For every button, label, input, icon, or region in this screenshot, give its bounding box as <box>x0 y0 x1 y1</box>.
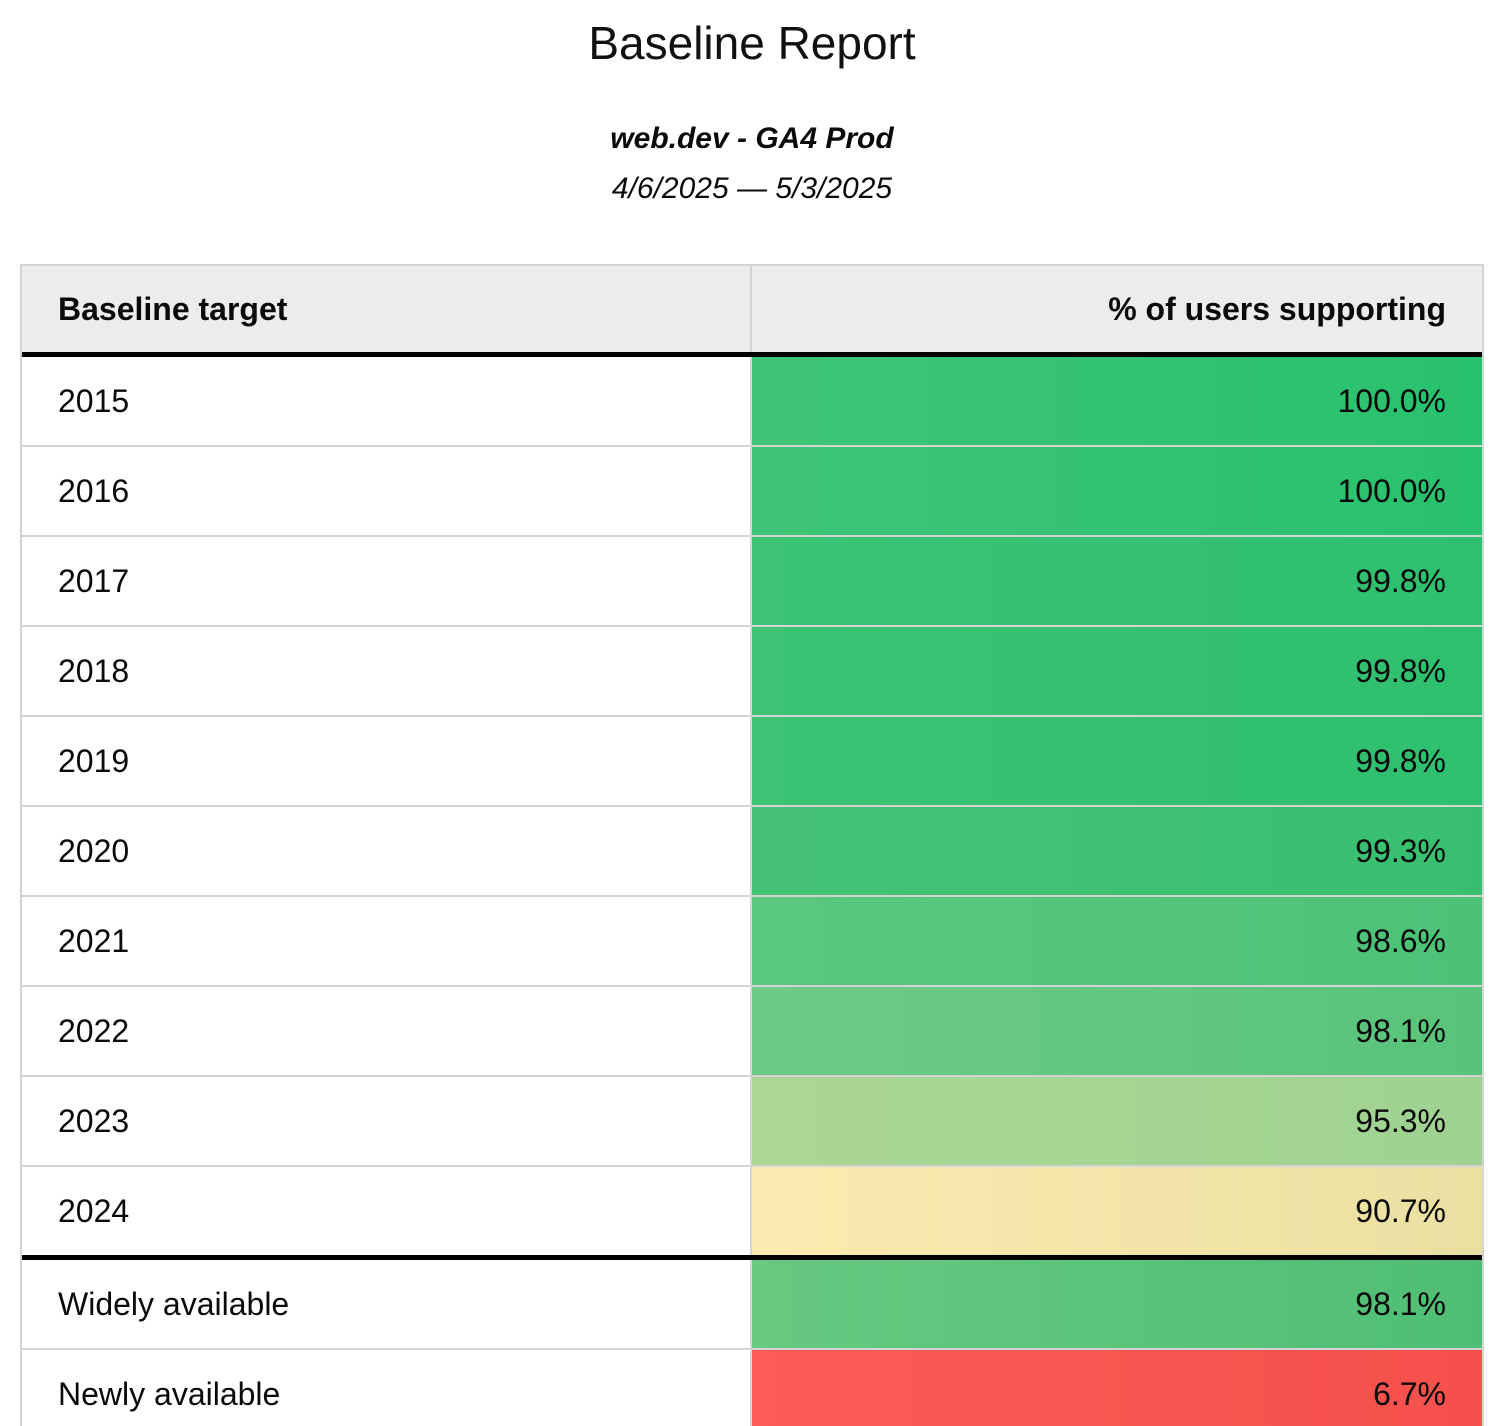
table-row-newly-available: Newly available 6.7% <box>22 1348 1482 1426</box>
table-row-widely-available: Widely available 98.1% <box>22 1255 1482 1348</box>
table-row-2019: 2019 99.8% <box>22 715 1482 805</box>
page-title: Baseline Report <box>588 17 916 69</box>
table-header-row: Baseline target % of users supporting <box>22 266 1482 357</box>
target-label: Widely available <box>22 1260 752 1348</box>
support-value: 98.6% <box>752 897 1482 985</box>
target-label: 2015 <box>22 357 752 445</box>
target-label: 2022 <box>22 987 752 1075</box>
target-label: 2024 <box>22 1167 752 1255</box>
support-value: 90.7% <box>752 1167 1482 1255</box>
target-label: 2017 <box>22 537 752 625</box>
target-label: Newly available <box>22 1350 752 1426</box>
table-row-2024: 2024 90.7% <box>22 1165 1482 1255</box>
target-label: 2023 <box>22 1077 752 1165</box>
property-name: web.dev - GA4 Prod <box>610 122 894 155</box>
support-value: 99.8% <box>752 717 1482 805</box>
table-row-2022: 2022 98.1% <box>22 985 1482 1075</box>
table-row-2020: 2020 99.3% <box>22 805 1482 895</box>
target-label: 2018 <box>22 627 752 715</box>
support-value: 6.7% <box>752 1350 1482 1426</box>
support-value: 98.1% <box>752 987 1482 1075</box>
table-row-2018: 2018 99.8% <box>22 625 1482 715</box>
header-cell-baseline-target: Baseline target <box>22 266 752 352</box>
report-header: Baseline Report web.dev - GA4 Prod 4/6/2… <box>0 0 1504 206</box>
target-label: 2021 <box>22 897 752 985</box>
target-label: 2016 <box>22 447 752 535</box>
support-value: 99.8% <box>752 627 1482 715</box>
target-label: 2019 <box>22 717 752 805</box>
table-row-2015: 2015 100.0% <box>22 357 1482 445</box>
date-range: 4/6/2025 — 5/3/2025 <box>611 172 893 205</box>
header-cell-users-supporting: % of users supporting <box>752 266 1482 352</box>
support-value: 100.0% <box>752 447 1482 535</box>
table-row-2023: 2023 95.3% <box>22 1075 1482 1165</box>
support-value: 95.3% <box>752 1077 1482 1165</box>
support-value: 100.0% <box>752 357 1482 445</box>
table-row-2017: 2017 99.8% <box>22 535 1482 625</box>
baseline-table: Baseline target % of users supporting 20… <box>20 264 1484 1426</box>
table-row-2021: 2021 98.6% <box>22 895 1482 985</box>
table-row-2016: 2016 100.0% <box>22 445 1482 535</box>
support-value: 99.8% <box>752 537 1482 625</box>
support-value: 98.1% <box>752 1260 1482 1348</box>
target-label: 2020 <box>22 807 752 895</box>
support-value: 99.3% <box>752 807 1482 895</box>
